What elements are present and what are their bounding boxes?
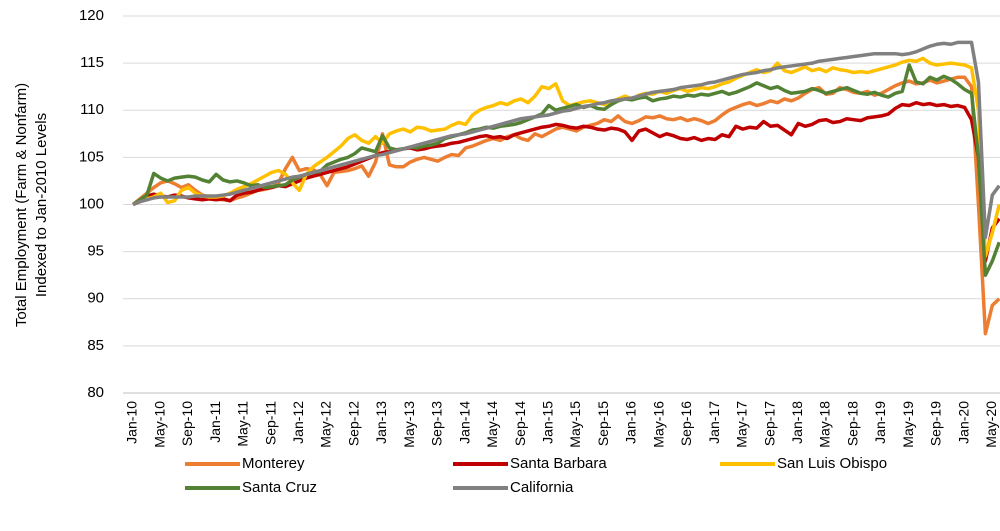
x-tick-label: Jan-10 bbox=[124, 401, 140, 444]
legend-label: Monterey bbox=[242, 455, 305, 472]
x-tick-label: Sep-14 bbox=[512, 401, 528, 446]
x-tick-label: Jan-15 bbox=[540, 401, 556, 444]
x-tick-label: Sep-18 bbox=[844, 401, 860, 446]
legend-label: Santa Cruz bbox=[242, 479, 317, 496]
series-line bbox=[132, 40, 1000, 240]
series-line bbox=[132, 63, 1000, 277]
y-tick-label: 115 bbox=[80, 54, 104, 71]
y-tick-label: 100 bbox=[79, 195, 104, 212]
legend-label: Santa Barbara bbox=[510, 455, 607, 472]
x-tick-label: May-12 bbox=[318, 401, 334, 448]
x-tick-label: Jan-16 bbox=[623, 401, 639, 444]
x-tick-label: Sep-16 bbox=[678, 401, 694, 446]
x-tick-label: May-15 bbox=[567, 401, 583, 448]
series-line bbox=[131, 75, 1000, 336]
x-tick-label: Jan-19 bbox=[872, 401, 888, 444]
x-tick-label: May-19 bbox=[900, 401, 916, 448]
x-tick-label: Jan-18 bbox=[789, 401, 805, 444]
y-tick-label: 90 bbox=[87, 290, 104, 307]
series-line bbox=[132, 100, 1000, 263]
y-axis-title-line: Total Employment (Farm & Nonfarm) bbox=[13, 83, 30, 327]
x-tick-label: Sep-12 bbox=[345, 401, 361, 446]
legend-label: California bbox=[510, 479, 574, 496]
y-tick-label: 95 bbox=[87, 243, 104, 260]
x-tick-label: May-16 bbox=[650, 401, 666, 448]
x-tick-label: Sep-13 bbox=[429, 401, 445, 446]
x-tick-label: May-18 bbox=[817, 401, 833, 448]
y-tick-label: 110 bbox=[80, 101, 104, 118]
y-tick-label: 120 bbox=[79, 7, 104, 24]
x-tick-label: Jan-17 bbox=[706, 401, 722, 444]
y-tick-label: 85 bbox=[87, 337, 104, 354]
x-tick-label: Sep-15 bbox=[595, 401, 611, 446]
x-tick-label: Sep-10 bbox=[179, 401, 195, 446]
series-line bbox=[132, 56, 1000, 259]
y-tick-label: 105 bbox=[79, 148, 104, 165]
x-tick-label: Jan-12 bbox=[290, 401, 306, 444]
x-tick-label: May-20 bbox=[983, 401, 999, 448]
y-axis-title: Total Employment (Farm & Nonfarm) Indexe… bbox=[13, 83, 50, 327]
x-tick-label: May-13 bbox=[401, 401, 417, 448]
x-tick-label: Sep-11 bbox=[262, 401, 278, 445]
x-tick-label: Jan-13 bbox=[373, 401, 389, 444]
legend-label: San Luis Obispo bbox=[777, 455, 887, 472]
x-tick-label: May-10 bbox=[151, 401, 167, 448]
x-tick-label: May-17 bbox=[734, 401, 750, 448]
x-tick-label: Sep-17 bbox=[761, 401, 777, 446]
y-axis-title-line: Indexed to Jan-2010 Levels bbox=[33, 113, 50, 297]
x-tick-label: Jan-20 bbox=[955, 401, 971, 444]
x-tick-label: May-14 bbox=[484, 401, 500, 448]
x-tick-label: Sep-19 bbox=[928, 401, 944, 446]
x-tick-label: May-11 bbox=[235, 401, 251, 447]
y-tick-label: 80 bbox=[87, 384, 104, 401]
x-tick-label: Jan-11 bbox=[207, 401, 223, 443]
x-tick-label: Jan-14 bbox=[456, 401, 472, 444]
